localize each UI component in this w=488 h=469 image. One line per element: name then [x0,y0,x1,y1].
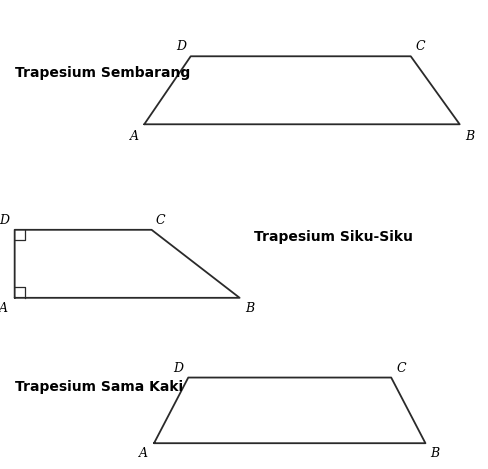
Text: B: B [464,129,473,143]
Text: D: D [176,40,185,53]
Text: C: C [395,362,405,375]
Text: Trapesium Sembarang: Trapesium Sembarang [15,66,189,80]
Text: A: A [139,447,147,460]
Text: B: B [430,447,439,460]
Text: C: C [155,214,165,227]
Text: Trapesium Siku-Siku: Trapesium Siku-Siku [254,230,412,244]
Text: D: D [0,214,9,227]
Text: C: C [415,40,425,53]
Text: D: D [173,362,183,375]
Text: B: B [244,302,253,315]
Text: Trapesium Sama Kaki: Trapesium Sama Kaki [15,380,183,394]
Text: A: A [0,302,8,315]
Text: A: A [130,129,139,143]
